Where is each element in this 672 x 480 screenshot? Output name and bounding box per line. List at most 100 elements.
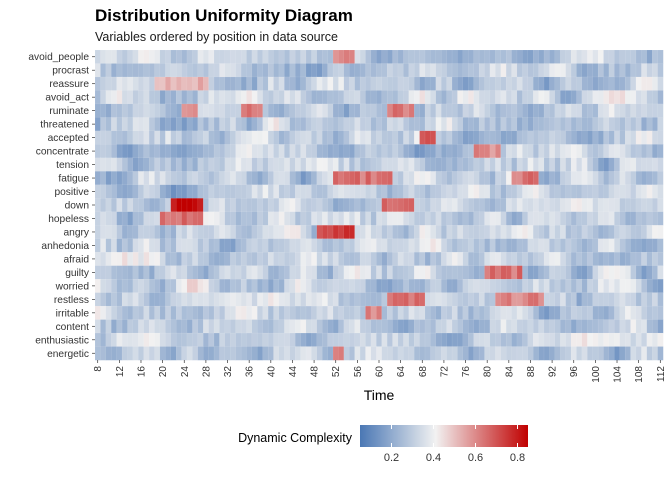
heatmap-cell (408, 238, 415, 253)
heatmap-cell (516, 238, 523, 253)
heatmap-cell (219, 198, 226, 213)
heatmap-cell (154, 278, 161, 294)
heatmap-cell (641, 171, 648, 186)
heatmap-cell (381, 346, 388, 361)
heatmap-cell (630, 211, 637, 226)
heatmap-cell (262, 171, 269, 186)
heatmap-cell (533, 346, 540, 361)
heatmap-cell (127, 265, 134, 280)
heatmap-cell (565, 157, 572, 172)
heatmap-cell (192, 103, 199, 118)
heatmap-cell (446, 252, 453, 267)
heatmap-cell (305, 278, 312, 294)
heatmap-cell (148, 305, 155, 321)
heatmap-cell (505, 211, 512, 226)
heatmap-cell (527, 184, 534, 199)
heatmap-cell (500, 225, 507, 240)
heatmap-cell (257, 63, 264, 78)
x-tick-label: 104 (613, 366, 624, 383)
heatmap-cell (446, 238, 453, 253)
heatmap-cell (533, 225, 540, 240)
heatmap-cell (543, 319, 550, 334)
heatmap-cell (549, 117, 556, 132)
heatmap-cell (181, 305, 188, 321)
heatmap-cell (397, 238, 404, 253)
heatmap-cell (381, 76, 388, 91)
heatmap-cell (414, 130, 421, 145)
heatmap-cell (408, 63, 415, 78)
heatmap-cell (473, 211, 480, 226)
heatmap-cell (603, 63, 610, 78)
heatmap-cell (652, 63, 659, 78)
heatmap-cell (381, 319, 388, 334)
heatmap-cell (386, 184, 393, 199)
heatmap-cell (154, 211, 161, 226)
heatmap-cell (505, 157, 512, 172)
heatmap-cell (549, 171, 556, 186)
heatmap-cell (132, 238, 139, 253)
heatmap-cell (262, 184, 269, 199)
x-tick-label: 20 (158, 366, 169, 378)
y-tick-label: guilty (65, 268, 90, 279)
heatmap-cell (349, 211, 356, 226)
heatmap-cell (127, 130, 134, 145)
heatmap-cell (208, 63, 215, 78)
heatmap-cell (522, 76, 529, 91)
heatmap-cell (127, 184, 134, 199)
heatmap-cell (652, 211, 659, 226)
heatmap-cell (424, 157, 431, 172)
heatmap-cell (251, 225, 258, 240)
heatmap-cell (441, 346, 448, 361)
heatmap-cell (657, 103, 664, 118)
heatmap-cell (219, 144, 226, 159)
heatmap-cell (154, 184, 161, 199)
heatmap-cell (322, 49, 329, 64)
heatmap-cell (181, 278, 188, 294)
heatmap-cell (462, 103, 469, 118)
heatmap-cell (603, 184, 610, 199)
heatmap-cell (370, 103, 377, 118)
heatmap-cell (657, 63, 664, 78)
heatmap-cell (197, 319, 204, 334)
heatmap-cell (495, 252, 502, 267)
heatmap-cell (316, 130, 323, 145)
heatmap-cell (630, 90, 637, 105)
heatmap-cell (349, 63, 356, 78)
heatmap-cell (381, 117, 388, 132)
heatmap-cell (489, 305, 496, 321)
heatmap-cell (451, 171, 458, 186)
heatmap-cell (121, 63, 128, 78)
heatmap-cell (251, 278, 258, 294)
heatmap-cell (111, 305, 118, 321)
heatmap-cell (294, 346, 302, 361)
heatmap-cell (251, 117, 258, 132)
heatmap-cell (565, 332, 572, 347)
heatmap-cell (570, 198, 577, 213)
heatmap-cell (549, 49, 556, 64)
heatmap-cell (322, 346, 329, 361)
heatmap-cell (105, 76, 112, 91)
heatmap-cell (457, 130, 464, 145)
heatmap-cell (278, 305, 285, 321)
heatmap-cell (246, 63, 253, 78)
heatmap-cell (495, 198, 502, 213)
heatmap-cell (284, 63, 291, 78)
heatmap-cell (284, 49, 291, 64)
heatmap-cell (478, 198, 485, 213)
heatmap-cell (100, 76, 107, 91)
heatmap-cell (560, 265, 567, 280)
x-tick-label: 76 (461, 366, 472, 378)
heatmap-cell (441, 63, 448, 78)
heatmap-cell (148, 117, 155, 132)
heatmap-cell (419, 76, 426, 91)
heatmap-cell (203, 278, 210, 294)
heatmap-cell (246, 144, 253, 159)
heatmap-cell (289, 292, 296, 307)
heatmap-cell (273, 90, 280, 105)
heatmap-cell (592, 346, 599, 361)
heatmap-cell (538, 278, 545, 294)
heatmap-cell (560, 90, 567, 105)
heatmap-cell (219, 49, 226, 64)
heatmap-cell (397, 305, 404, 321)
heatmap-cell (543, 103, 550, 118)
